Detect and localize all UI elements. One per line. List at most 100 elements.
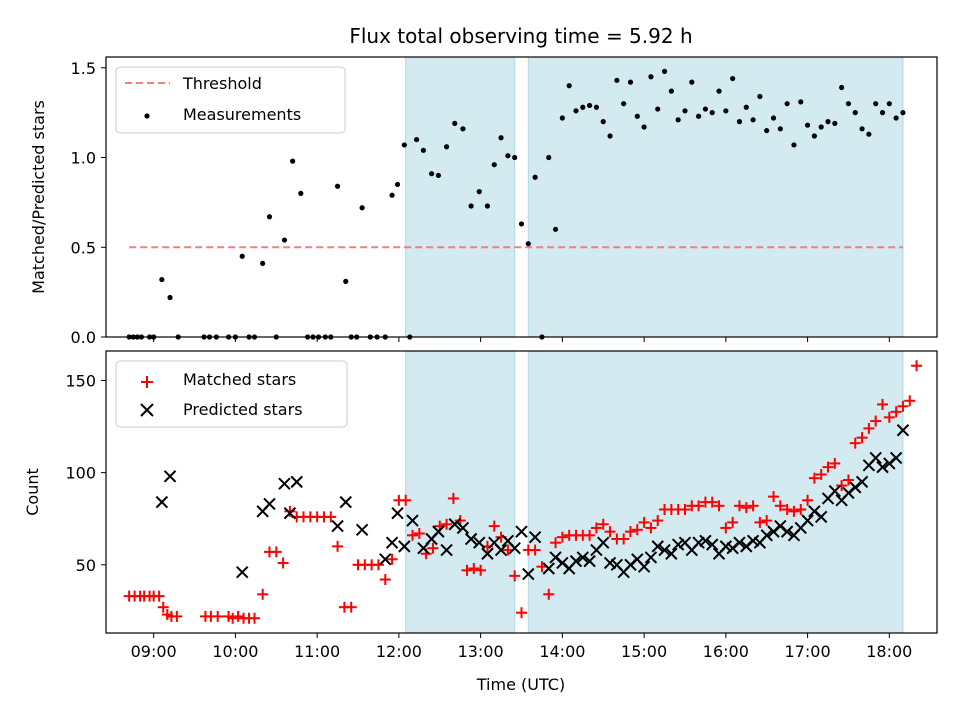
matched-star-marker: [713, 500, 725, 512]
legend-predicted-swatch: [140, 403, 154, 417]
measurement-point: [559, 115, 565, 121]
measurement-point: [484, 203, 491, 209]
ratio-y-axis-label: Matched/Predicted stars: [29, 100, 48, 294]
measurement-point: [607, 133, 613, 139]
predicted-star-marker: [236, 565, 249, 579]
x-axis-label: Time (UTC): [476, 675, 565, 694]
measurement-point: [900, 110, 906, 116]
ratio-panel: 0.0 0.5 1.0 1.5 Flux total observing time =…: [29, 24, 938, 347]
y-tick-label: 0.5: [71, 238, 96, 257]
predicted-star-marker: [828, 484, 842, 498]
measurement-point: [709, 110, 715, 116]
legend-matched-label: Matched stars: [183, 370, 296, 389]
matched-star-marker: [877, 398, 889, 410]
measurement-point: [532, 174, 538, 180]
measurement-point: [723, 108, 729, 114]
counts-legend: Matched stars Predicted stars: [115, 360, 348, 428]
matched-star-marker: [706, 496, 718, 508]
ratio-x-ticks: [153, 337, 890, 342]
measurement-point: [886, 101, 892, 107]
predicted-stars-series: [155, 424, 910, 581]
matched-star-marker: [509, 570, 521, 582]
measurement-point: [825, 119, 831, 125]
matched-star-marker: [883, 411, 895, 423]
matched-star-marker: [638, 516, 650, 528]
matched-star-marker: [153, 590, 165, 602]
matched-star-marker: [761, 515, 773, 527]
y-tick-label: 0.0: [71, 328, 96, 347]
measurement-point: [832, 120, 838, 127]
y-tick-label: 150: [65, 371, 96, 390]
predicted-star-marker: [163, 470, 177, 483]
predicted-star-marker: [406, 514, 419, 527]
measurement-point: [452, 120, 458, 127]
matched-star-marker: [550, 537, 562, 549]
predicted-star-marker: [699, 534, 712, 548]
matched-star-marker: [890, 406, 902, 418]
matched-star-marker: [427, 542, 439, 554]
matched-star-marker: [863, 422, 875, 434]
predicted-star-marker: [569, 554, 583, 568]
matched-star-marker: [652, 515, 664, 527]
predicted-star-marker: [481, 547, 494, 560]
measurement-point: [784, 101, 790, 107]
predicted-star-marker: [597, 536, 610, 549]
predicted-star-marker: [869, 451, 882, 465]
predicted-star-marker: [876, 460, 889, 474]
matched-star-marker: [447, 492, 459, 504]
matched-star-marker: [788, 505, 800, 517]
x-tick-label: 12:00: [376, 642, 422, 661]
measurement-point: [777, 126, 783, 132]
predicted-star-marker: [576, 551, 590, 564]
x-tick-label: 15:00: [621, 642, 667, 661]
measurement-point: [359, 205, 365, 211]
matched-star-marker: [529, 544, 541, 556]
predicted-star-marker: [651, 540, 664, 553]
measurement-point: [476, 189, 482, 195]
matched-star-marker: [604, 526, 616, 538]
observing-interval-shade: [527, 350, 904, 634]
measurement-point: [743, 104, 749, 110]
matched-star-marker: [407, 529, 419, 541]
y-tick-label: 50: [76, 556, 96, 575]
measurement-point: [621, 101, 627, 107]
measurement-point: [239, 253, 245, 259]
measurement-point: [443, 144, 450, 150]
predicted-star-marker: [658, 543, 671, 557]
measurement-point: [689, 79, 695, 85]
predicted-star-marker: [379, 553, 392, 566]
matched-star-marker: [631, 524, 643, 536]
matched-star-marker: [590, 522, 602, 534]
chart-title: Flux total observing time = 5.92 h: [349, 24, 692, 48]
measurement-point: [702, 106, 709, 112]
measurement-point: [661, 68, 668, 74]
measurement-point: [394, 181, 401, 188]
matched-star-marker: [257, 588, 269, 600]
matched-star-marker: [911, 360, 923, 372]
predicted-star-marker: [855, 475, 869, 489]
matched-star-marker: [754, 516, 766, 528]
predicted-star-marker: [733, 536, 746, 549]
measurement-point: [159, 276, 165, 283]
predicted-star-marker: [331, 519, 344, 533]
matched-star-marker: [693, 500, 705, 512]
ratio-axes-frame: [105, 56, 938, 338]
matched-star-marker: [332, 540, 344, 552]
measurement-point: [757, 93, 763, 100]
counts-panel: 50 100 150 09:00 10:00 11:00 12:00 13:00 14:00 1…: [23, 350, 938, 694]
legend-measurements-swatch: [144, 113, 150, 119]
matched-star-marker: [597, 518, 609, 530]
matched-star-marker: [870, 415, 882, 427]
measurement-point: [668, 88, 674, 94]
matched-star-marker: [774, 500, 786, 512]
predicted-star-marker: [464, 532, 478, 546]
measurement-point: [573, 108, 579, 114]
observing-interval-shade: [527, 56, 904, 338]
x-tick-label: 09:00: [131, 642, 177, 661]
ratio-legend-box: [115, 66, 346, 134]
measurement-point: [845, 101, 852, 107]
measurement-point: [290, 158, 296, 164]
matched-star-marker: [468, 562, 480, 574]
x-tick-label: 13:00: [458, 642, 504, 661]
